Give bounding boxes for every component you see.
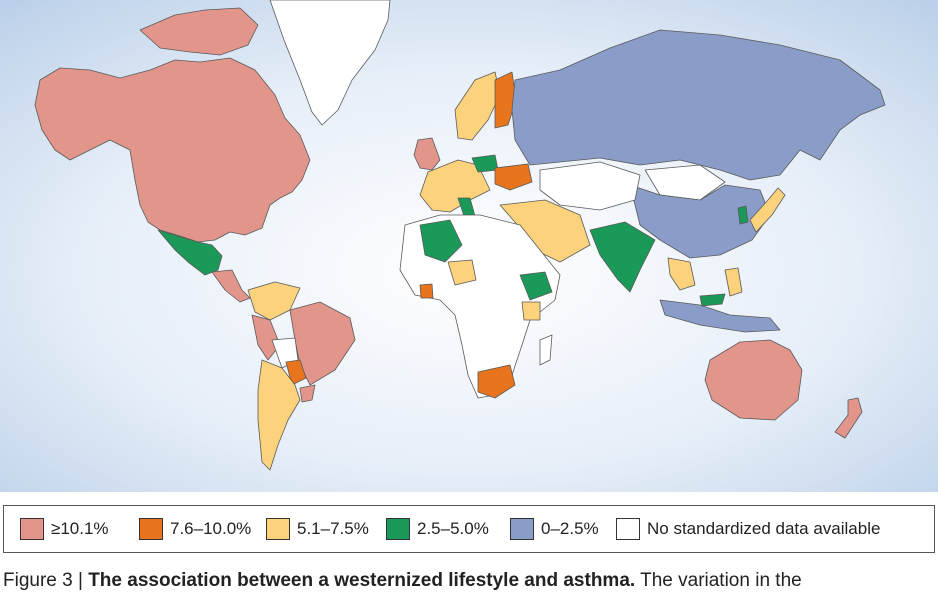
region-russia xyxy=(511,29,886,181)
legend-item: 2.5–5.0% xyxy=(386,517,489,541)
legend-label: No standardized data available xyxy=(647,519,881,538)
region-ukraine xyxy=(494,163,533,191)
world-map xyxy=(0,0,938,492)
region-mexico xyxy=(157,229,223,276)
region-central-asia xyxy=(539,161,641,211)
caption-bold: The association between a westernized li… xyxy=(88,570,636,591)
region-greenland xyxy=(269,0,391,126)
region-indonesia xyxy=(659,299,781,333)
region-malaysia xyxy=(699,293,726,307)
region-india xyxy=(589,221,656,293)
legend-swatch xyxy=(266,518,290,540)
region-algeria xyxy=(419,219,463,263)
region-mongolia xyxy=(644,164,726,201)
region-nigeria xyxy=(447,259,477,286)
region-madagascar xyxy=(539,334,553,366)
legend-label: 5.1–7.5% xyxy=(297,519,369,538)
legend-swatch xyxy=(20,518,44,540)
region-peru xyxy=(251,314,281,361)
region-north-america xyxy=(34,57,311,243)
caption-prefix: Figure 3 | xyxy=(3,570,89,591)
region-new-zealand xyxy=(834,397,863,439)
region-australia xyxy=(704,339,803,421)
caption-rest: The variation in the xyxy=(635,570,802,591)
legend-label: 2.5–5.0% xyxy=(417,519,489,538)
legend-item: No standardized data available xyxy=(616,517,880,541)
figure-caption: Figure 3 | The association between a wes… xyxy=(3,570,802,592)
region-uruguay xyxy=(299,384,316,403)
region-ghana xyxy=(419,283,434,299)
legend-swatch xyxy=(386,518,410,540)
region-arctic-islands xyxy=(139,7,259,56)
region-philippines xyxy=(724,267,743,297)
legend-item: 0–2.5% xyxy=(510,517,599,541)
legend-label: ≥10.1% xyxy=(51,519,109,538)
region-central-america xyxy=(211,269,251,303)
legend-swatch xyxy=(139,518,163,540)
legend-swatch xyxy=(616,518,640,540)
legend-swatch xyxy=(510,518,534,540)
legend-item: 5.1–7.5% xyxy=(266,517,369,541)
region-southeast-asia xyxy=(667,257,696,291)
region-china xyxy=(629,184,771,259)
region-argentina-chile xyxy=(257,359,301,471)
region-south-africa xyxy=(477,364,516,399)
region-paraguay xyxy=(285,359,307,386)
map-legend: ≥10.1% 7.6–10.0% 5.1–7.5% 2.5–5.0% 0–2.5… xyxy=(3,505,935,553)
legend-label: 7.6–10.0% xyxy=(170,519,252,538)
region-korea xyxy=(737,205,749,225)
region-scandinavia xyxy=(454,71,501,141)
region-ethiopia xyxy=(519,271,553,301)
legend-item: ≥10.1% xyxy=(20,517,109,541)
legend-item: 7.6–10.0% xyxy=(139,517,251,541)
region-kenya xyxy=(521,301,541,321)
region-japan xyxy=(749,187,786,233)
legend-label: 0–2.5% xyxy=(541,519,599,538)
